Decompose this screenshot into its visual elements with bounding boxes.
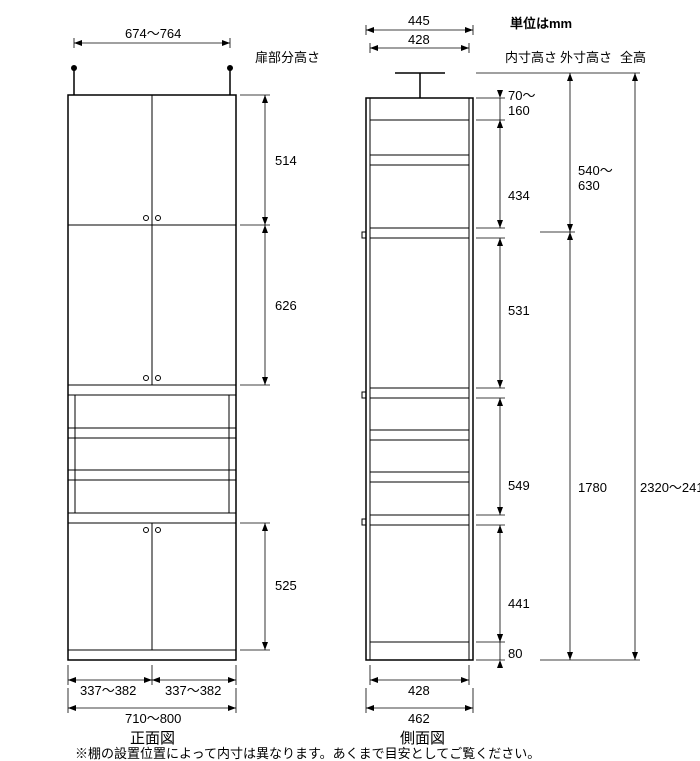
side-inner-h0b: 160	[508, 103, 530, 118]
inner-height-label: 内寸高さ	[505, 50, 557, 65]
door-height-label: 扉部分高さ	[255, 50, 320, 65]
side-inner-base: 80	[508, 646, 522, 661]
front-half-w-left: 337～382	[80, 683, 136, 698]
front-top-width: 674～764	[125, 26, 181, 41]
side-inner-top-width: 428	[408, 32, 430, 47]
footnote: ※棚の設置位置によって内寸は異なります。あくまで目安としてご覧ください。	[75, 746, 540, 761]
front-view: 674～764	[68, 26, 297, 747]
side-outer-h-top-a: 540～	[578, 163, 613, 178]
side-top-width: 445	[408, 13, 430, 28]
outer-height-label: 外寸高さ	[560, 50, 612, 65]
front-bottom-width: 710～800	[125, 711, 181, 726]
side-inner-h1: 434	[508, 188, 530, 203]
side-total-height: 2320～2410	[640, 480, 700, 495]
side-bottom-width: 462	[408, 711, 430, 726]
front-half-w-right: 337～382	[165, 683, 221, 698]
side-view: 445 428	[362, 13, 700, 747]
side-inner-h2: 531	[508, 303, 530, 318]
side-inner-h4: 441	[508, 596, 530, 611]
side-view-title: 側面図	[400, 730, 445, 747]
front-door-h3: 525	[275, 578, 297, 593]
front-door-h1: 514	[275, 153, 297, 168]
side-inner-h0a: 70～	[508, 88, 535, 103]
side-bottom-inner-width: 428	[408, 683, 430, 698]
side-outer-h-top-b: 630	[578, 178, 600, 193]
unit-label: 単位はmm	[510, 16, 572, 31]
side-outer-h-main: 1780	[578, 480, 607, 495]
total-height-label: 全高	[620, 50, 646, 65]
front-door-h2: 626	[275, 298, 297, 313]
front-view-title: 正面図	[130, 730, 175, 747]
side-inner-h3: 549	[508, 478, 530, 493]
